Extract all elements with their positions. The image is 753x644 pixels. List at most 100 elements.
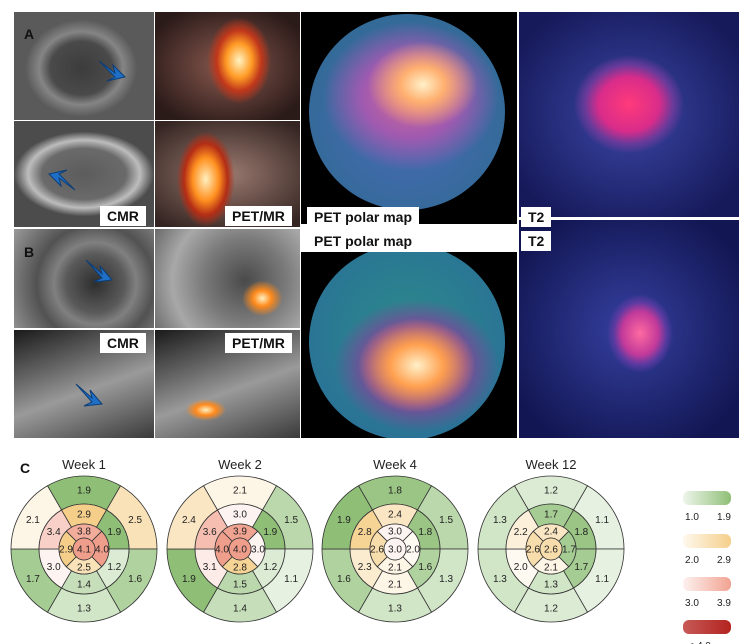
segment-value-label: 1.3 xyxy=(388,604,402,615)
segment-value-label: 1.7 xyxy=(574,562,588,573)
bullseye-apex xyxy=(539,537,563,561)
polar-label-b: PET polar map xyxy=(307,231,420,251)
legend-low-label: 1.0 xyxy=(685,512,699,523)
bullseye-charts: Week 1 1.9 2.5 1.6 1.3 1.7 2.1 2.9 1.9 1.2 1.4 3.0 3… xyxy=(10,457,731,644)
segment-value-label: 3.0 xyxy=(388,527,402,538)
segment-value-label: 2.3 xyxy=(358,562,372,573)
legend-swatch xyxy=(683,491,731,505)
legend-swatch xyxy=(683,577,731,591)
legend-high-label: 2.9 xyxy=(717,555,731,566)
segment-value-label: 2.6 xyxy=(370,545,384,556)
segment-value-label: 1.8 xyxy=(418,527,432,538)
segment-value-label: 1.7 xyxy=(26,574,40,585)
segment-value-label: 1.3 xyxy=(439,574,453,585)
segment-value-label: 2.6 xyxy=(544,545,558,556)
segment-value-label: 2.1 xyxy=(388,563,402,574)
segment-value-label: 1.3 xyxy=(544,580,558,591)
segment-value-label: 1.3 xyxy=(493,515,507,526)
segment-value-label: 1.5 xyxy=(439,515,453,526)
bullseye-apex xyxy=(228,537,252,561)
cmr-label-a: CMR xyxy=(100,206,146,226)
segment-value-label: 1.2 xyxy=(107,562,121,573)
segment-value-label: 3.1 xyxy=(203,562,217,573)
segment-value-label: 1.9 xyxy=(107,527,121,538)
segment-value-label: 3.0 xyxy=(388,545,402,556)
segment-value-label: 3.4 xyxy=(47,527,61,538)
segment-value-label: 2.5 xyxy=(128,515,142,526)
segment-value-label: 1.7 xyxy=(544,510,558,521)
segment-value-label: 2.5 xyxy=(77,563,91,574)
segment-value-label: 1.4 xyxy=(233,604,247,615)
segment-value-label: 4.1 xyxy=(77,545,91,556)
segment-value-label: 2.1 xyxy=(26,515,40,526)
petmr-label-b: PET/MR xyxy=(225,333,292,353)
segment-value-label: 1.6 xyxy=(337,574,351,585)
panel-a-letter: A xyxy=(24,26,35,42)
arrow-icon xyxy=(98,60,126,82)
arrow-icon xyxy=(85,259,113,283)
segment-value-label: 3.0 xyxy=(47,562,61,573)
legend-swatch xyxy=(683,620,731,634)
panel-b-letter: B xyxy=(24,244,35,260)
segment-value-label: 1.6 xyxy=(418,562,432,573)
segment-value-label: 3.0 xyxy=(233,510,247,521)
segment-value-label: 1.9 xyxy=(182,574,196,585)
segment-value-label: 1.1 xyxy=(284,574,298,585)
segment-value-label: 1.1 xyxy=(595,574,609,585)
segment-value-label: 2.8 xyxy=(358,527,372,538)
segment-value-label: 1.6 xyxy=(128,574,142,585)
segment-value-label: 1.3 xyxy=(493,574,507,585)
segment-value-label: 3.0 xyxy=(251,545,265,556)
pet-polar-map-b xyxy=(301,252,517,438)
segment-value-label: 2.2 xyxy=(514,527,528,538)
petmr-image-b1 xyxy=(155,229,300,328)
bullseye-apex xyxy=(72,537,96,561)
segment-value-label: 1.9 xyxy=(337,515,351,526)
t2-label-b: T2 xyxy=(521,231,552,251)
segment-value-label: 1.2 xyxy=(544,604,558,615)
segment-value-label: 2.9 xyxy=(77,510,91,521)
segment-value-label: 2.8 xyxy=(233,563,247,574)
t2-label-a: T2 xyxy=(521,207,552,227)
legend-swatch xyxy=(683,534,731,548)
segment-value-label: 1.8 xyxy=(388,486,402,497)
petmr-label-a: PET/MR xyxy=(225,206,292,226)
segment-value-label: 3.9 xyxy=(233,527,247,538)
segment-value-label: 2.0 xyxy=(514,562,528,573)
legend-high-label: 1.9 xyxy=(717,512,731,523)
segment-value-label: 2.1 xyxy=(233,486,247,497)
legend-high-label: 3.9 xyxy=(717,598,731,609)
segment-value-label: 2.6 xyxy=(526,545,540,556)
segment-value-label: 1.3 xyxy=(77,604,91,615)
segment-value-label: 1.9 xyxy=(77,486,91,497)
pet-polar-map-a xyxy=(301,12,517,224)
segment-value-label: 4.0 xyxy=(233,545,247,556)
bullseye-title: Week 1 xyxy=(62,457,106,472)
segment-value-label: 2.1 xyxy=(544,563,558,574)
arrow-icon xyxy=(48,169,76,191)
segment-value-label: 1.4 xyxy=(77,580,91,591)
segment-value-label: 2.4 xyxy=(182,515,196,526)
segment-value-label: 2.9 xyxy=(59,545,73,556)
segment-value-label: 1.9 xyxy=(263,527,277,538)
polar-label-a: PET polar map xyxy=(307,207,420,227)
cmr-image-a1 xyxy=(14,12,154,120)
t2-image-b xyxy=(519,220,739,438)
cmr-image-b1 xyxy=(14,229,154,328)
bullseye-apex xyxy=(383,537,407,561)
panel-c-letter: C xyxy=(20,460,31,476)
bullseye-title: Week 4 xyxy=(373,457,417,472)
petmr-image-a1 xyxy=(155,12,300,120)
legend-low-label: >4.0 xyxy=(691,641,711,644)
segment-value-label: 1.8 xyxy=(574,527,588,538)
segment-value-label: 2.4 xyxy=(388,510,402,521)
segment-value-label: 1.2 xyxy=(544,486,558,497)
t2-image-a xyxy=(519,12,739,217)
segment-value-label: 1.1 xyxy=(595,515,609,526)
segment-value-label: 4.0 xyxy=(95,545,109,556)
segment-value-label: 3.6 xyxy=(203,527,217,538)
segment-value-label: 2.0 xyxy=(406,545,420,556)
bullseye-title: Week 2 xyxy=(218,457,262,472)
legend-low-label: 3.0 xyxy=(685,598,699,609)
segment-value-label: 1.5 xyxy=(233,580,247,591)
